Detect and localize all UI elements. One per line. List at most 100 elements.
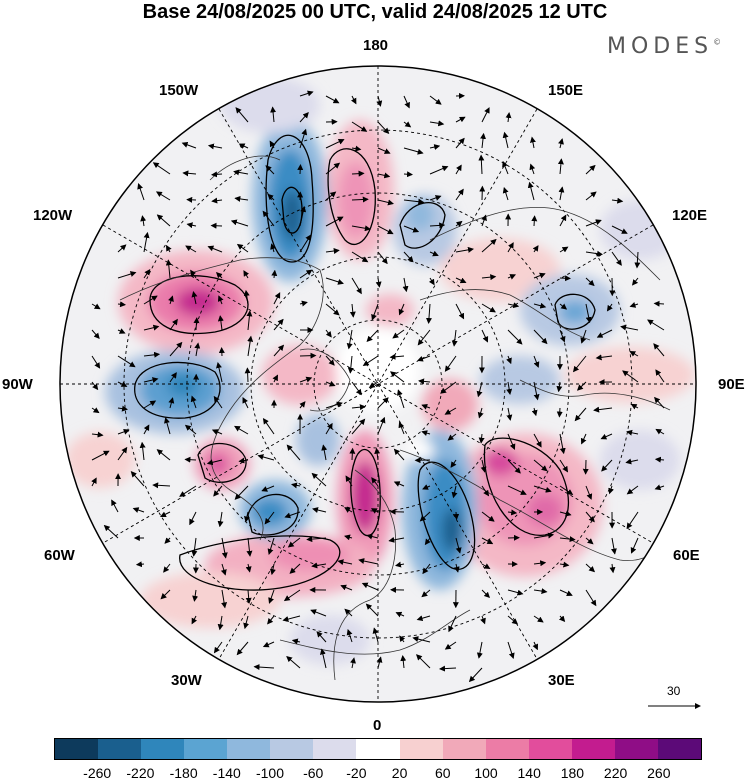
wind-vector (444, 641, 457, 650)
wind-vector (351, 251, 369, 263)
wind-vector (91, 381, 99, 391)
wind-vector (653, 300, 665, 307)
wind-vector (321, 444, 328, 461)
wind-vector (580, 329, 587, 344)
wind-vector (230, 219, 249, 227)
wind-vector (455, 277, 467, 284)
wind-vector (166, 244, 172, 253)
wind-vector (417, 329, 431, 346)
wind-vector (117, 244, 127, 253)
wind-vector (655, 428, 665, 435)
colorbar-tick-label: 140 (517, 765, 541, 781)
wind-vector (611, 225, 628, 234)
wind-vector (481, 329, 489, 343)
wind-vector (325, 422, 333, 435)
wind-vector (502, 160, 509, 175)
wind-vector (451, 329, 458, 347)
wind-vector (422, 563, 431, 575)
wind-vector (559, 275, 571, 282)
wind-vector (325, 95, 340, 104)
wind-vector (418, 378, 431, 385)
wind-vector (238, 143, 249, 149)
wind-vector (622, 370, 639, 383)
wind-vector (559, 589, 573, 597)
wind-vector (152, 482, 171, 489)
wind-vector (376, 656, 383, 669)
wind-vector (163, 563, 171, 573)
wind-vector (654, 456, 665, 463)
wind-vector (245, 563, 252, 573)
wind-vector (455, 246, 474, 253)
wind-vector (344, 608, 353, 617)
wind-vector (235, 107, 249, 123)
wind-vector (425, 303, 432, 324)
wind-vector (481, 303, 496, 313)
wind-vector (585, 250, 603, 257)
wind-vector (169, 341, 183, 357)
wind-vector (476, 381, 483, 398)
wind-vector (164, 537, 171, 544)
wind-vector (585, 191, 597, 201)
wind-vector (160, 589, 171, 600)
wind-vector (399, 635, 406, 643)
wind-vector (268, 589, 275, 604)
wind-vector (531, 215, 538, 227)
wind-vector (507, 589, 524, 596)
wind-vector (220, 563, 227, 576)
wind-vector (91, 329, 100, 340)
coastlines (119, 155, 691, 681)
wind-vector (440, 381, 457, 394)
colorbar-swatch (614, 739, 658, 759)
wind-vector (556, 381, 563, 393)
wind-vector (160, 511, 171, 517)
wind-vector (416, 615, 431, 622)
wind-vector (585, 303, 592, 324)
wind-vector (377, 416, 386, 435)
wind-vector (559, 485, 574, 495)
wind-vector (267, 537, 275, 555)
wind-vector (346, 628, 353, 643)
wind-vector (403, 121, 412, 128)
colorbar-swatch (184, 739, 228, 759)
wind-vector (629, 302, 639, 308)
wind-vector (421, 430, 431, 436)
wind-vector (609, 563, 616, 574)
wind-vector (480, 459, 487, 473)
colorbar-swatch (528, 739, 572, 759)
wind-vector (325, 380, 336, 387)
wind-vector (377, 147, 391, 154)
wind-vector (217, 615, 224, 631)
wind-vector (117, 301, 126, 308)
wind-vector (533, 329, 548, 345)
wind-vector (505, 112, 512, 123)
wind-vector (319, 648, 327, 669)
wind-vector (478, 433, 485, 444)
wind-vector (630, 403, 639, 410)
wind-vector (558, 138, 564, 149)
wind-vector (600, 433, 613, 440)
wind-vector (311, 472, 327, 487)
wind-vector (325, 248, 340, 254)
wind-vector (262, 210, 275, 227)
wind-vector (655, 369, 665, 383)
wind-vector (358, 558, 379, 565)
wind-vector (559, 329, 566, 343)
wind-vector (350, 95, 357, 105)
wind-vector (312, 507, 327, 513)
wind-vector (631, 277, 639, 286)
wind-vectors (91, 90, 665, 683)
colorbar-swatch (399, 739, 443, 759)
wind-vector (217, 315, 224, 331)
wind-vector (284, 511, 301, 519)
wind-vector (585, 563, 596, 573)
wind-vector (264, 511, 275, 525)
wind-vector (156, 214, 171, 227)
wind-vector (181, 141, 197, 149)
colorbar-tick-label: -260 (83, 765, 112, 781)
wind-vector (91, 303, 101, 310)
lon-label-90w: 90W (2, 376, 33, 393)
wind-vector (481, 274, 497, 281)
wind-vector (191, 537, 198, 557)
wind-vector (221, 589, 228, 609)
wind-vector (282, 615, 301, 622)
